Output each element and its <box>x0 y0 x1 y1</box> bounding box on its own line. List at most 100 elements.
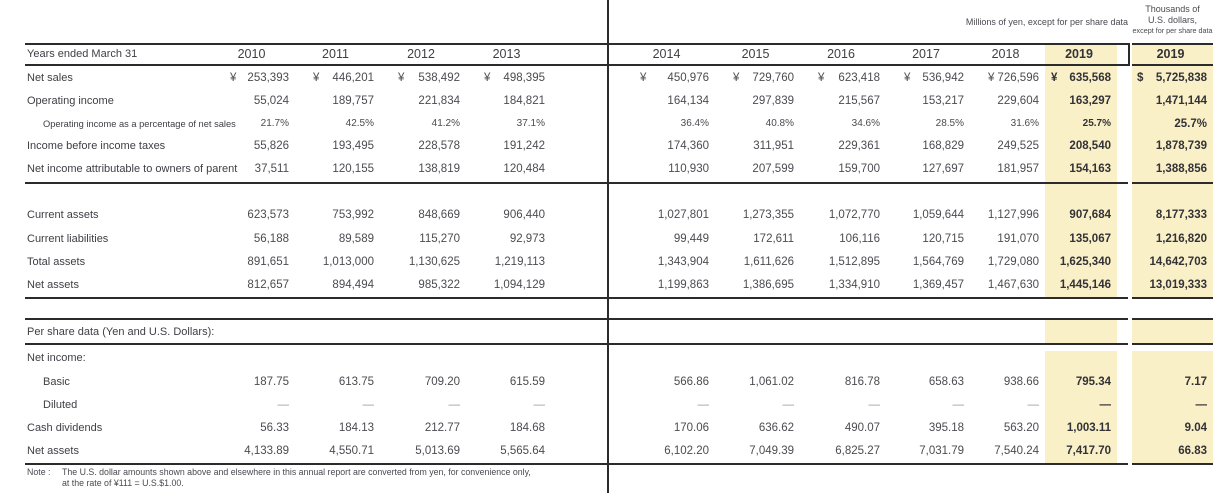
value-cell: 1,003.11 <box>1045 422 1117 434</box>
usd-value-cell: 1,388,856 <box>1132 163 1213 175</box>
value-cell: 623,573 <box>212 209 295 221</box>
cell-value: 168,829 <box>922 139 964 152</box>
cell-value: 1,878,739 <box>1155 139 1207 152</box>
cell-value: 153,217 <box>922 94 964 107</box>
value-cell: — <box>886 399 970 411</box>
cell-value: 164,134 <box>667 94 709 107</box>
cell-value: 1,013,000 <box>322 255 374 268</box>
cell-value: 6,102.20 <box>664 444 709 457</box>
row-label: Net income attributable to owners of par… <box>27 162 238 175</box>
cell-value: 37,511 <box>254 162 289 175</box>
usd-value-cell: 9.04 <box>1132 422 1213 434</box>
years-header-row: Years ended March 31 2010 2011 2012 2013 2014… <box>0 44 1219 63</box>
value-cell: 658.63 <box>886 376 970 388</box>
value-cell: 1,467,630 <box>970 279 1045 291</box>
cell-value: 5,565.64 <box>500 444 545 457</box>
value-cell: 816.78 <box>800 376 886 388</box>
row-label: Net income: <box>27 351 86 364</box>
value-cell: 221,834 <box>380 95 466 107</box>
value-cell: 613.75 <box>295 376 380 388</box>
year-column-header: 2016 <box>827 46 855 61</box>
value-cell: 41.2% <box>380 118 466 129</box>
value-cell: 36.4% <box>622 118 715 129</box>
cell-value: 450,976 <box>667 71 709 84</box>
cell-value: 635,568 <box>1069 71 1111 84</box>
cell-value: 184,821 <box>503 94 545 107</box>
years-ended-label: Years ended March 31 <box>27 47 138 60</box>
cell-value: 127,697 <box>922 162 964 175</box>
value-cell: 891,651 <box>212 256 295 268</box>
value-cell: 42.5% <box>295 118 380 129</box>
cell-value: — <box>277 398 290 411</box>
value-cell: — <box>800 399 886 411</box>
cell-value: 7,540.24 <box>994 444 1039 457</box>
value-cell: 163,297 <box>1045 95 1117 107</box>
cell-value: 34.6% <box>851 118 880 129</box>
value-cell: 170.06 <box>622 422 715 434</box>
table-row: Net assets 4,133.89 4,550.71 5,013.69 5,565.… <box>0 439 1219 462</box>
cell-value: — <box>1027 398 1040 411</box>
value-cell: ¥726,596 <box>970 72 1045 84</box>
row-label: Net sales <box>27 71 73 84</box>
cell-value: 563.20 <box>1003 421 1039 434</box>
cell-value: 311,951 <box>753 139 794 152</box>
value-cell: 208,540 <box>1045 140 1117 152</box>
value-cell: 636.62 <box>715 422 800 434</box>
usd-year-column-header: 2019 <box>1156 46 1185 61</box>
value-cell: ¥623,418 <box>800 72 886 84</box>
value-cell: 127,697 <box>886 163 970 175</box>
value-cell: 5,013.69 <box>380 445 466 457</box>
year-column-header: 2013 <box>492 46 521 61</box>
yen-symbol: ¥ <box>988 71 995 84</box>
value-cell: 6,825.27 <box>800 445 886 457</box>
cell-value: 566.86 <box>673 375 709 388</box>
cell-value: 9.04 <box>1184 421 1207 434</box>
value-cell: 56.33 <box>212 422 295 434</box>
table-row: Net income: <box>0 346 1219 369</box>
horizontal-rule <box>25 182 1128 184</box>
value-cell: 189,757 <box>295 95 380 107</box>
cell-value: 174,360 <box>667 139 709 152</box>
cell-value: 13,019,333 <box>1149 278 1207 291</box>
cell-value: 181,957 <box>997 162 1039 175</box>
value-cell: 1,059,644 <box>886 209 970 221</box>
cell-value: 709.20 <box>424 375 460 388</box>
cell-value: — <box>782 398 795 411</box>
cell-value: — <box>1099 398 1112 411</box>
value-cell: 1,094,129 <box>466 279 551 291</box>
cell-value: 172,611 <box>753 232 794 245</box>
value-cell: 4,550.71 <box>295 445 380 457</box>
cell-value: 170.06 <box>673 421 709 434</box>
cell-value: 28.5% <box>935 118 964 129</box>
year-column-header: 2019 <box>1065 46 1093 61</box>
value-cell: — <box>295 399 380 411</box>
cell-value: 816.78 <box>844 375 880 388</box>
value-cell: 154,163 <box>1045 163 1117 175</box>
cell-value: 1,445,146 <box>1059 278 1111 291</box>
value-cell: 110,930 <box>622 163 715 175</box>
value-cell: — <box>715 399 800 411</box>
value-cell: 7,049.39 <box>715 445 800 457</box>
caption-usd-line2: U.S. dollars, <box>1147 15 1198 25</box>
cell-value: 1,219,113 <box>494 255 545 268</box>
cell-value: 92,973 <box>509 232 545 245</box>
cell-value: 907,684 <box>1069 208 1111 221</box>
table-row: Current assets 623,573 753,992 848,669 906,4… <box>0 203 1219 226</box>
cell-value: 1,471,144 <box>1155 94 1207 107</box>
value-cell: 191,070 <box>970 233 1045 245</box>
value-cell: ¥498,395 <box>466 72 551 84</box>
cell-value: 212.77 <box>424 421 460 434</box>
cell-value: 229,361 <box>838 139 880 152</box>
value-cell: — <box>380 399 466 411</box>
cell-value: 906,440 <box>503 208 545 221</box>
cell-value: — <box>533 398 546 411</box>
cell-value: 812,657 <box>247 278 289 291</box>
value-cell: 168,829 <box>886 140 970 152</box>
value-cell: — <box>466 399 551 411</box>
value-cell: 135,067 <box>1045 233 1117 245</box>
cell-value: 135,067 <box>1069 232 1111 245</box>
usd-value-cell: 1,878,739 <box>1132 140 1213 152</box>
value-cell: 25.7% <box>1045 118 1117 129</box>
cell-value: 184.13 <box>338 421 374 434</box>
cell-value: 5,013.69 <box>415 444 460 457</box>
